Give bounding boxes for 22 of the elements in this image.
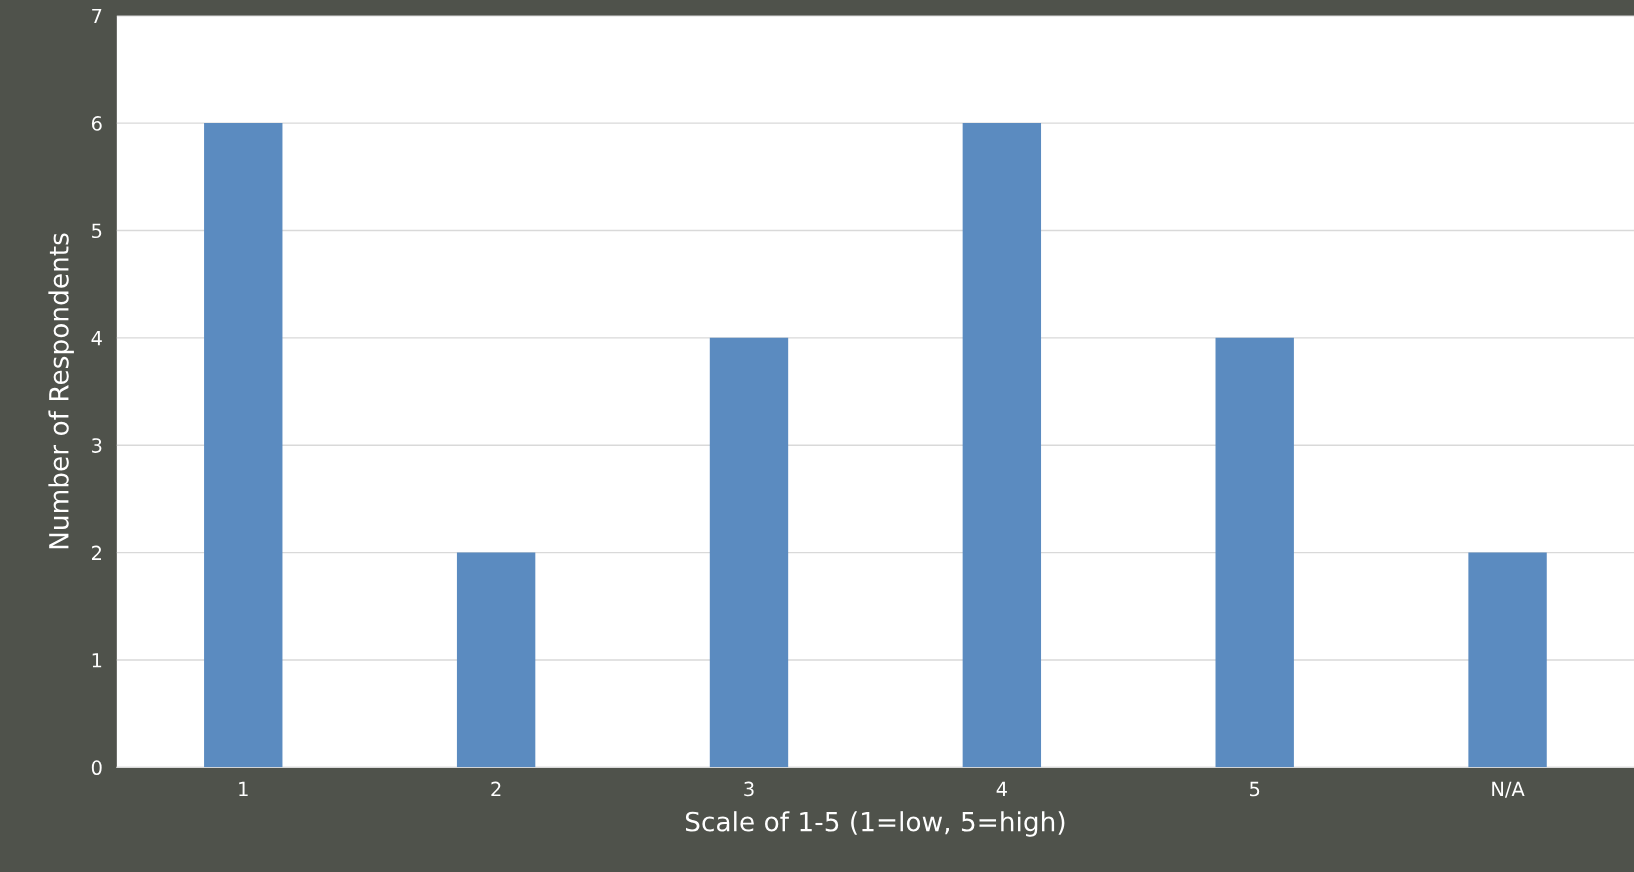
x-tick-label: 2: [491, 781, 501, 797]
x-tick-label: 1: [239, 781, 248, 797]
bar: [962, 123, 1042, 768]
x-tick-label: 4: [996, 781, 1007, 797]
y-tick-label: 0: [91, 760, 102, 776]
y-tick-label: 1: [92, 653, 102, 668]
bar: [709, 337, 789, 768]
bar: [1215, 337, 1294, 768]
x-tick-label: 3: [744, 781, 754, 797]
y-axis-title: Number of Respondents: [48, 233, 74, 549]
bar: [204, 123, 283, 768]
y-tick-label: 6: [91, 116, 102, 131]
x-tick-label: 5: [1250, 781, 1260, 797]
y-tick-label: 3: [92, 438, 102, 453]
y-tick-label: 4: [91, 331, 102, 346]
x-tick-label: N/A: [1492, 781, 1525, 798]
y-tick-label: 2: [92, 545, 101, 560]
x-axis-title: Scale of 1-5 (1=low, 5=high): [685, 811, 1065, 837]
bar: [456, 552, 536, 768]
y-tick-label: 7: [92, 8, 102, 24]
bar: [1468, 552, 1547, 768]
y-tick-label: 5: [92, 223, 102, 239]
